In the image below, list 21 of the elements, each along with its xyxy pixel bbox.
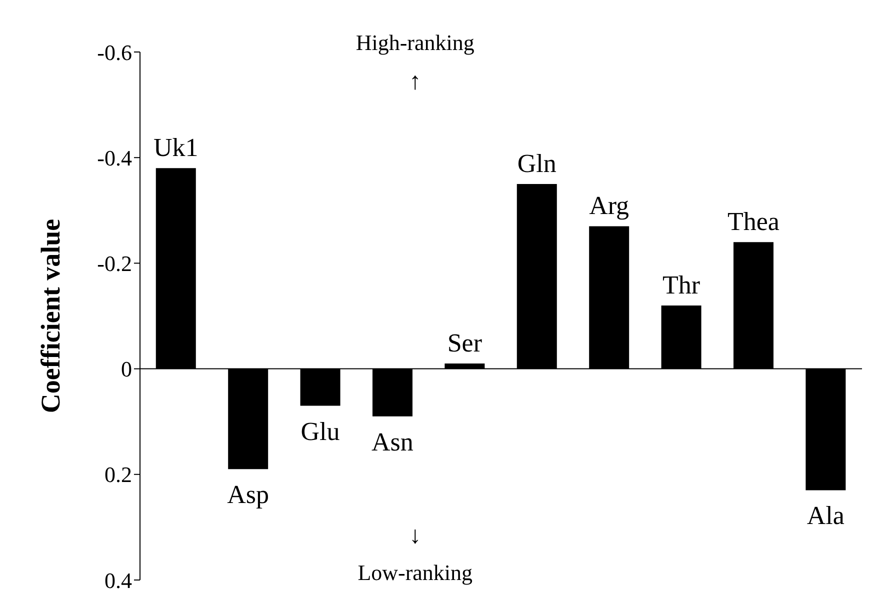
x-tick-label: Ser: [447, 328, 482, 358]
x-tick-label: Thr: [662, 270, 700, 300]
y-tick-label: 0.4: [104, 568, 132, 593]
x-tick-label: Glu: [300, 416, 340, 446]
x-tick-label: Thea: [728, 207, 780, 236]
x-tick-label: Arg: [589, 191, 630, 220]
annotation: ↑: [408, 68, 422, 97]
y-tick-label: -0.6: [97, 40, 132, 65]
x-tick-label: Asp: [227, 480, 270, 510]
y-tick-label: 0: [121, 356, 132, 382]
x-tick-label: Asn: [372, 427, 414, 456]
annotation: High-ranking: [354, 30, 476, 56]
y-tick-label: 0.2: [104, 462, 132, 488]
y-tick-label: -0.2: [97, 251, 132, 276]
y-tick-label: -0.4: [97, 145, 132, 170]
annotation: ↓: [408, 522, 422, 551]
x-tick-label: Uk1: [153, 133, 198, 162]
x-tick-label: Ala: [806, 501, 845, 530]
annotation: Low-ranking: [356, 560, 474, 586]
y-axis-title: Coefficient value: [36, 218, 66, 414]
x-tick-label: Gln: [517, 149, 556, 178]
